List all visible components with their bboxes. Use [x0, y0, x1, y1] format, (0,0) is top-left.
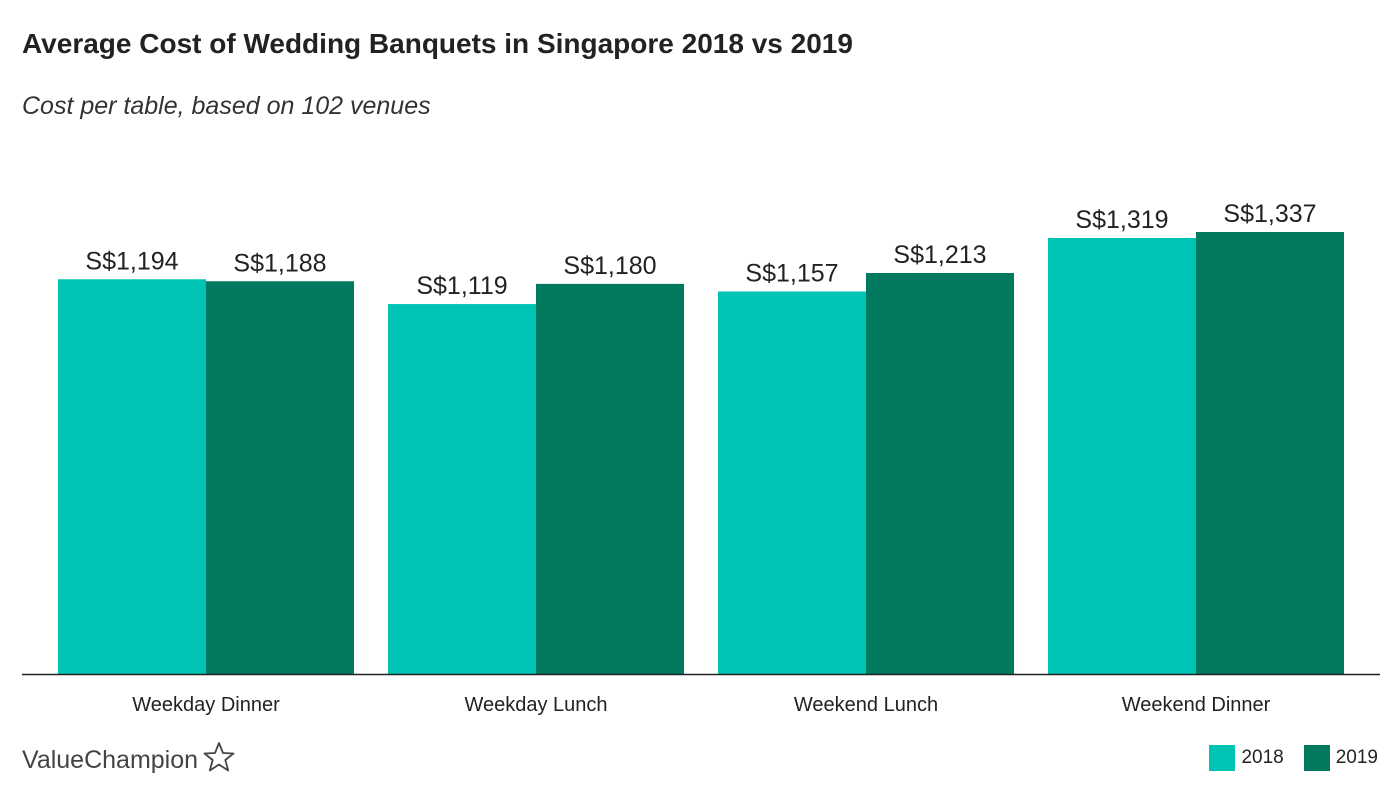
data-label-2019-weekend-dinner: S$1,337 [1223, 200, 1316, 228]
x-tick-label-weekday-dinner: Weekday Dinner [132, 694, 280, 716]
data-label-2019-weekday-lunch: S$1,180 [563, 252, 656, 280]
data-label-2018-weekday-lunch: S$1,119 [416, 272, 507, 300]
chart-subtitle: Cost per table, based on 102 venues [22, 92, 431, 120]
star-icon [202, 740, 236, 781]
data-label-2019-weekday-dinner: S$1,188 [233, 249, 326, 277]
legend-item-2019: 2019 [1303, 745, 1378, 771]
chart-title: Average Cost of Wedding Banquets in Sing… [22, 28, 853, 59]
x-tick-label-weekend-dinner: Weekend Dinner [1122, 694, 1271, 716]
legend-item-2018: 2018 [1209, 745, 1284, 771]
data-label-2018-weekday-dinner: S$1,194 [85, 247, 178, 275]
bar-2019-weekday-lunch [536, 283, 684, 674]
data-label-2019-weekend-lunch: S$1,213 [893, 241, 986, 269]
x-tick-label-weekday-lunch: Weekday Lunch [464, 694, 607, 716]
data-label-2018-weekend-dinner: S$1,319 [1075, 206, 1168, 234]
x-tick-label-weekend-lunch: Weekend Lunch [794, 694, 938, 716]
data-label-2018-weekend-lunch: S$1,157 [745, 260, 838, 288]
bar-2019-weekend-dinner [1196, 232, 1344, 674]
logo-text: ValueChampion [22, 745, 199, 774]
bar-2019-weekday-dinner [206, 281, 354, 674]
bar-2018-weekday-lunch [388, 304, 536, 674]
bar-2019-weekend-lunch [866, 272, 1014, 674]
valuechampion-logo: ValueChampion [22, 738, 236, 782]
bar-2018-weekend-lunch [718, 291, 866, 674]
bar-2018-weekend-dinner [1048, 237, 1196, 675]
bar-2018-weekday-dinner [58, 279, 206, 674]
legend-label-2019: 2019 [1335, 747, 1378, 768]
chart-legend: 2018 2019 [1189, 745, 1378, 771]
legend-label-2018: 2018 [1241, 747, 1284, 768]
legend-swatch-2018 [1209, 745, 1236, 771]
legend-swatch-2019 [1303, 745, 1330, 771]
